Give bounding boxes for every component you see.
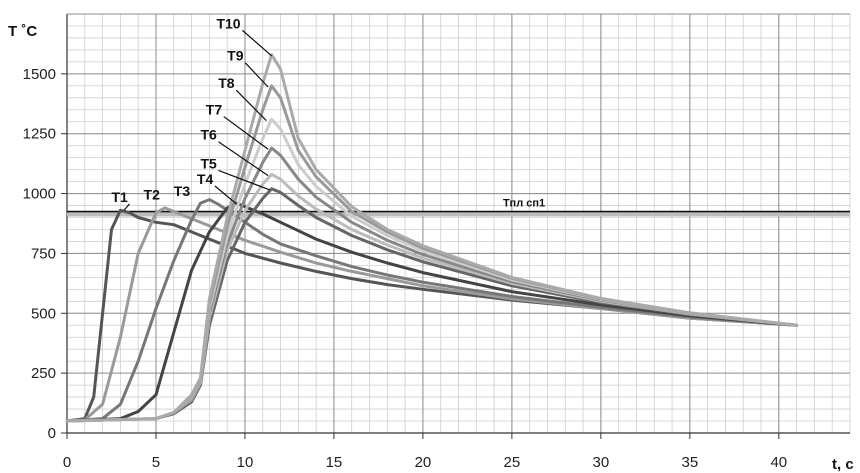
x-tick-label: 20 (415, 454, 432, 471)
series-line-t8 (65, 117, 799, 423)
series-line-t4 (65, 201, 799, 423)
series-line-t3 (65, 198, 799, 423)
y-tick-label: 1250 (23, 126, 56, 143)
series-line-t1 (65, 208, 799, 423)
series-label-t9: T9 (227, 48, 244, 64)
x-tick-label: 0 (63, 454, 71, 471)
axes (66, 14, 850, 434)
series-label-t5: T5 (200, 155, 217, 171)
leader-line-t4 (214, 185, 237, 205)
minor-grid (66, 13, 851, 434)
y-tick-labels: 0 250 500 750 1000 1250 1500 (23, 66, 67, 442)
x-tick-label: 40 (770, 454, 787, 471)
x-tick-label: 25 (504, 454, 521, 471)
leader-line-t6 (218, 141, 269, 177)
series-label-t10: T10 (216, 15, 240, 31)
series-label-t2: T2 (144, 187, 161, 203)
reference-line-label: Тпл сп1 (503, 198, 545, 210)
y-tick-label: 1000 (23, 186, 56, 203)
y-tick-label: 1500 (23, 66, 56, 83)
series-line-t10 (65, 53, 799, 423)
y-tick-label: 500 (31, 305, 56, 322)
series-label-t8: T8 (218, 75, 235, 91)
y-axis-title: T ˚C (8, 23, 37, 40)
y-tick-label: 250 (31, 365, 56, 382)
leader-line-t7 (223, 116, 269, 150)
series-label-t3: T3 (174, 183, 191, 199)
leader-line-t10 (242, 29, 273, 57)
leader-line-t8 (235, 89, 267, 121)
series-lines (65, 53, 799, 423)
leader-line-t5 (218, 169, 271, 191)
x-tick-label: 30 (593, 454, 610, 471)
x-tick-label: 15 (326, 454, 343, 471)
series-line-t5 (65, 187, 799, 423)
series-label-t7: T7 (206, 102, 223, 118)
x-tick-label: 10 (237, 454, 254, 471)
y-tick-label: 750 (31, 245, 56, 262)
series-label-t4: T4 (197, 171, 214, 187)
y-tick-label: 0 (48, 425, 56, 442)
leader-line-t9 (244, 62, 269, 88)
x-tick-labels: 0 5 10 15 20 25 30 35 40 (63, 433, 787, 471)
leader-line-t1 (123, 203, 130, 211)
x-tick-label: 5 (152, 454, 160, 471)
x-axis-title: t, c (832, 456, 854, 473)
series-label-t1: T1 (111, 189, 128, 205)
x-tick-label: 35 (681, 454, 698, 471)
series-label-t6: T6 (200, 127, 217, 143)
